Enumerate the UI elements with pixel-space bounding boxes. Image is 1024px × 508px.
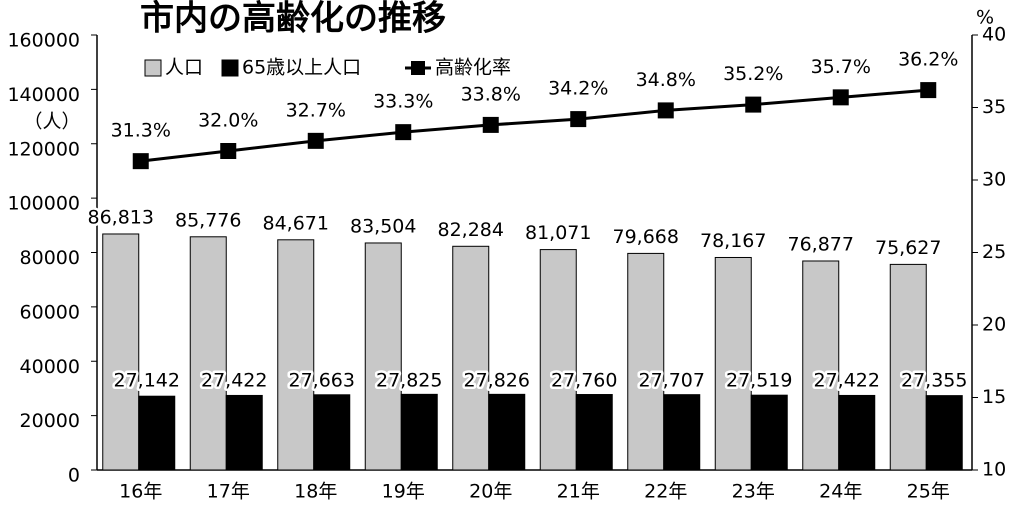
legend-swatch (144, 59, 162, 77)
data-label: 33.8% (461, 83, 521, 105)
data-label: 27,422 (814, 370, 880, 392)
bar (225, 394, 263, 471)
data-label: 32.0% (198, 110, 258, 132)
bar (102, 233, 140, 471)
y-axis-label: （人） (23, 111, 80, 133)
line-marker (220, 143, 237, 159)
data-label: 27,707 (639, 370, 705, 392)
line-marker (832, 89, 849, 106)
data-label: 32.7% (286, 99, 346, 121)
line-marker (307, 132, 324, 149)
data-label: 27,825 (376, 370, 442, 392)
bar (539, 249, 577, 471)
legend-label: 65歳以上人口 (242, 57, 361, 79)
bar (313, 394, 351, 471)
data-label: 27,142 (114, 370, 180, 392)
data-label: 79,668 (613, 226, 679, 248)
data-label: 27,760 (551, 370, 617, 392)
data-label: 35.7% (811, 56, 871, 78)
y2-tick-label: 40 (982, 24, 1006, 46)
legend-label: 高齢化率 (435, 57, 511, 79)
y2-tick-label: 15 (982, 386, 1006, 408)
bar (627, 252, 665, 471)
legend-label: 人口 (165, 57, 203, 79)
y-tick-label: 60000 (20, 301, 80, 323)
line-marker (920, 82, 937, 99)
bar (400, 393, 438, 471)
data-label: 81,071 (525, 222, 591, 244)
data-label: 86,813 (88, 206, 154, 228)
y-tick-label: 80000 (20, 247, 80, 269)
data-label: 33.3% (373, 91, 433, 113)
bar (663, 394, 701, 471)
y2-axis-label: % (976, 7, 994, 29)
y-tick-label: 40000 (20, 356, 80, 378)
bar (488, 393, 526, 471)
bar (889, 263, 927, 471)
data-label: 27,355 (901, 370, 967, 392)
data-label: 85,776 (175, 209, 241, 231)
y-tick-label: 120000 (7, 138, 80, 160)
bar (452, 245, 490, 471)
y2-tick-label: 30 (982, 169, 1006, 191)
data-label: 35.2% (723, 63, 783, 85)
line-marker (395, 124, 412, 141)
y-tick-label: 20000 (20, 410, 80, 432)
legend-swatch (221, 59, 239, 77)
bar (138, 395, 176, 471)
data-label: 82,284 (438, 219, 504, 241)
y2-tick-label: 25 (982, 241, 1006, 263)
x-tick-label: 19年 (382, 481, 425, 503)
legend-swatch (411, 61, 425, 75)
x-tick-label: 22年 (644, 481, 687, 503)
x-tick-label: 20年 (469, 481, 512, 503)
line-marker (132, 153, 149, 170)
bar (364, 242, 402, 471)
chart-title: 市内の高齢化の推移 (140, 0, 446, 39)
data-label: 36.2% (898, 49, 958, 71)
data-label: 84,671 (263, 212, 329, 234)
bar (189, 236, 227, 471)
data-label: 76,877 (788, 233, 854, 255)
bar (925, 395, 963, 471)
bar (277, 239, 315, 471)
y-tick-label: 160000 (7, 30, 80, 52)
x-tick-label: 21年 (557, 481, 600, 503)
data-label: 34.8% (636, 69, 696, 91)
line (140, 88, 929, 163)
data-label: 34.2% (548, 78, 608, 100)
bar (750, 394, 788, 471)
data-label: 27,826 (464, 370, 530, 392)
bar (714, 256, 752, 471)
data-label: 75,627 (875, 237, 941, 259)
y2-tick-label: 20 (982, 314, 1006, 336)
line-marker (657, 102, 674, 119)
x-tick-label: 25年 (907, 481, 950, 503)
x-tick-label: 24年 (819, 481, 862, 503)
data-label: 83,504 (350, 215, 416, 237)
bar (802, 260, 840, 471)
y-tick-label: 100000 (7, 193, 80, 215)
line-marker (745, 96, 762, 113)
data-label: 78,167 (700, 230, 766, 252)
x-tick-label: 16年 (119, 481, 162, 503)
x-tick-label: 23年 (732, 481, 775, 503)
y2-tick-label: 35 (982, 96, 1006, 118)
bar (838, 394, 876, 471)
y-tick-label: 0 (68, 465, 80, 487)
line-marker (482, 116, 499, 133)
y2-tick-label: 10 (982, 459, 1006, 481)
x-tick-label: 18年 (294, 481, 337, 503)
line-marker (570, 111, 587, 128)
data-label: 27,519 (726, 370, 792, 392)
bar (575, 394, 613, 471)
data-label: 27,422 (201, 370, 267, 392)
data-label: 27,663 (289, 370, 355, 392)
y-tick-label: 140000 (7, 84, 80, 106)
data-label: 31.3% (111, 120, 171, 142)
x-tick-label: 17年 (207, 481, 250, 503)
